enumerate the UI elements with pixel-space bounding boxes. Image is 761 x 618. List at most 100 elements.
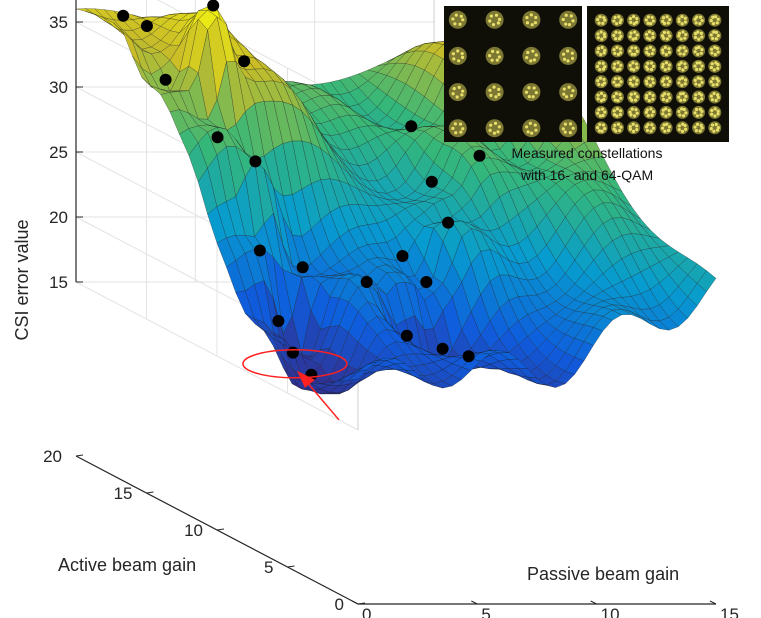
constellation-sample xyxy=(667,108,671,113)
constellation-sample xyxy=(634,82,638,86)
constellation-sample xyxy=(716,50,720,54)
constellation-sample xyxy=(699,123,703,127)
constellation-sample xyxy=(661,19,665,23)
constellation-sample xyxy=(603,110,607,114)
constellation-sample xyxy=(532,86,536,90)
measured-point xyxy=(296,261,309,274)
constellation-sample xyxy=(650,113,654,117)
constellation-sample xyxy=(683,20,688,24)
constellation-sample xyxy=(488,54,492,58)
constellation-sample xyxy=(613,15,617,20)
constellation-sample xyxy=(651,81,655,85)
constellation-sample xyxy=(667,112,671,116)
constellation-sample xyxy=(647,98,651,103)
constellation-sample xyxy=(599,99,604,103)
z-axis-label: CSI error value xyxy=(12,219,32,340)
constellation-sample xyxy=(698,129,702,133)
constellation-sample xyxy=(697,83,702,87)
constellation-sample xyxy=(713,15,718,19)
constellation-sample xyxy=(562,57,567,61)
constellation-sample xyxy=(616,61,620,65)
constellation-sample xyxy=(563,122,567,126)
constellation-sample xyxy=(571,89,575,93)
constellation-sample xyxy=(684,32,688,37)
constellation-sample xyxy=(628,17,633,21)
constellation-sample xyxy=(693,50,697,54)
constellation-sample xyxy=(631,129,636,133)
constellation-sample xyxy=(668,34,672,38)
constellation-sample xyxy=(613,62,617,66)
constellation-sample xyxy=(529,59,533,63)
constellation-sample xyxy=(665,122,669,126)
constellation-sample xyxy=(603,126,607,131)
constellation-sample xyxy=(569,94,574,98)
constellation-sample xyxy=(618,112,622,117)
measured-point xyxy=(238,55,251,68)
constellation-sample xyxy=(693,96,697,101)
constellation-sample xyxy=(683,36,687,40)
x-tick-label: 0 xyxy=(362,605,371,618)
constellation-sample xyxy=(695,122,700,126)
constellation-sample xyxy=(617,76,621,81)
constellation-sample xyxy=(629,92,633,96)
constellation-sample xyxy=(494,95,498,99)
constellation-sample xyxy=(683,16,687,20)
constellation-sample xyxy=(612,109,616,113)
constellation-sample xyxy=(571,19,575,23)
constellation-sample xyxy=(631,37,635,41)
constellation-sample xyxy=(489,123,493,127)
constellation-sample xyxy=(680,83,684,87)
measured-point xyxy=(462,350,475,363)
constellation-sample xyxy=(661,16,666,20)
constellation-sample xyxy=(681,92,685,96)
constellation-sample xyxy=(710,123,715,127)
constellation-sample xyxy=(667,125,672,129)
constellation-sample xyxy=(455,95,459,99)
constellation-sample xyxy=(710,98,714,102)
constellation-sample xyxy=(524,90,529,94)
constellation-sample xyxy=(646,114,650,118)
constellation-sample xyxy=(666,128,671,133)
constellation-sample xyxy=(612,48,616,52)
constellation-sample xyxy=(615,45,619,49)
constellation-sample xyxy=(668,79,672,83)
constellation-sample xyxy=(614,37,618,41)
constellation-sample xyxy=(651,110,656,114)
measured-point xyxy=(405,120,418,133)
constellation-sample xyxy=(710,62,714,66)
constellation-sample xyxy=(630,52,634,56)
constellation-sample xyxy=(649,67,654,72)
measured-point xyxy=(211,131,224,144)
constellation-sample xyxy=(699,77,703,81)
constellation-sample xyxy=(716,34,720,38)
constellation-sample xyxy=(696,76,700,80)
constellation-sample xyxy=(677,31,682,35)
constellation-sample xyxy=(497,125,501,129)
constellation-sample xyxy=(677,109,681,114)
constellation-sample xyxy=(568,122,573,126)
constellation-sample xyxy=(677,20,681,24)
constellation-sample xyxy=(596,64,600,69)
constellation-sample xyxy=(452,87,456,91)
constellation-sample xyxy=(459,14,463,18)
constellation-sample xyxy=(531,95,535,99)
constellation-sample xyxy=(631,122,635,126)
constellation-sample xyxy=(667,63,672,67)
constellation-sample xyxy=(651,48,655,52)
constellation-sample xyxy=(461,127,465,131)
constellation-sample xyxy=(713,52,717,57)
x-tick-label: 15 xyxy=(720,605,739,618)
constellation-sample xyxy=(679,61,683,65)
error-surface xyxy=(75,6,717,395)
constellation-sample xyxy=(684,127,688,131)
y-tick-label: 0 xyxy=(335,595,344,614)
constellation-sample xyxy=(715,46,719,51)
constellation-sample xyxy=(666,83,670,87)
constellation-sample xyxy=(460,52,464,56)
constellation-sample xyxy=(618,129,622,133)
constellation-sample xyxy=(700,97,704,101)
measured-point xyxy=(272,315,285,327)
y-tick-label: 20 xyxy=(43,447,62,466)
constellation-sample xyxy=(617,36,621,41)
